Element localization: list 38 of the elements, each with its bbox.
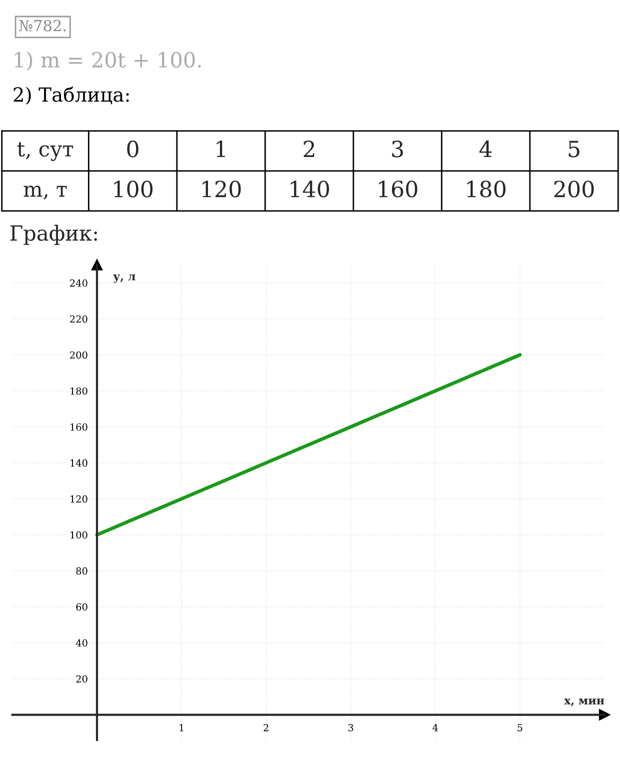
text: 0 <box>127 140 138 158</box>
x-tick-label: 2 <box>264 724 268 732</box>
text: 200 <box>554 180 594 198</box>
y-tick-label: 220 <box>70 315 88 323</box>
x-axis-title: х, мин <box>564 698 604 706</box>
text: 2 <box>304 140 314 158</box>
text: 4 <box>479 140 492 158</box>
y-tick-label: 140 <box>70 459 88 467</box>
y-tick-label: 100 <box>70 531 88 539</box>
text: 5 <box>568 140 580 158</box>
text: 140 <box>290 180 330 198</box>
y-tick-label: 60 <box>76 603 88 611</box>
y-tick-label: 200 <box>70 351 88 359</box>
y-axis-title: у, л <box>113 274 136 283</box>
y-tick-label: 240 <box>70 279 88 287</box>
x-tick-label: 5 <box>518 724 522 732</box>
text: 3 <box>392 140 403 158</box>
y-tick-label: 40 <box>76 639 88 647</box>
text: 160 <box>379 180 418 198</box>
text: m, т <box>24 186 67 200</box>
text: 180 <box>467 180 506 198</box>
text: 100 <box>114 180 153 198</box>
y-tick-label: 20 <box>76 675 88 683</box>
text: График: <box>10 224 97 245</box>
text: №782. <box>19 20 66 32</box>
y-tick-label: 80 <box>76 567 88 575</box>
y-tick-label: 120 <box>70 495 88 503</box>
y-tick-label: 160 <box>70 423 88 431</box>
x-tick-label: 3 <box>348 724 354 732</box>
x-tick-label: 1 <box>180 724 184 732</box>
text: 1 <box>216 140 225 158</box>
text: 1) m = 20t + 100. <box>14 52 201 71</box>
text: 2) Таблица: <box>14 86 129 105</box>
text: t, сут <box>17 142 73 161</box>
line-series <box>95 353 522 537</box>
x-tick-label: 4 <box>432 724 438 732</box>
y-tick-label: 180 <box>70 387 88 395</box>
text: 120 <box>202 180 241 198</box>
